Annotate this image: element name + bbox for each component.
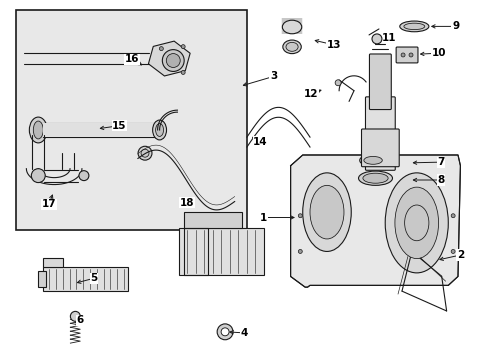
- Text: 3: 3: [269, 71, 277, 81]
- Text: 6: 6: [77, 315, 84, 325]
- Ellipse shape: [400, 53, 404, 57]
- Text: 16: 16: [124, 54, 139, 64]
- Ellipse shape: [408, 53, 412, 57]
- Ellipse shape: [33, 121, 43, 139]
- Bar: [179, 228, 264, 275]
- Ellipse shape: [371, 34, 381, 44]
- Ellipse shape: [403, 23, 424, 30]
- Ellipse shape: [309, 185, 343, 239]
- Ellipse shape: [394, 187, 438, 258]
- Text: 18: 18: [180, 198, 194, 207]
- Ellipse shape: [362, 173, 387, 183]
- FancyBboxPatch shape: [369, 54, 390, 109]
- Text: 13: 13: [326, 40, 341, 50]
- Ellipse shape: [70, 311, 80, 321]
- Ellipse shape: [141, 149, 149, 157]
- Bar: [183, 228, 208, 275]
- Polygon shape: [148, 41, 190, 76]
- Ellipse shape: [282, 40, 301, 54]
- Text: 1: 1: [260, 212, 267, 222]
- Ellipse shape: [79, 171, 89, 181]
- Text: 9: 9: [451, 21, 458, 31]
- Ellipse shape: [221, 328, 228, 336]
- Ellipse shape: [302, 173, 350, 251]
- Text: 17: 17: [41, 199, 56, 209]
- FancyBboxPatch shape: [395, 47, 417, 63]
- Ellipse shape: [359, 154, 386, 167]
- Text: 8: 8: [436, 175, 444, 185]
- Text: 4: 4: [240, 328, 248, 338]
- Ellipse shape: [138, 146, 152, 160]
- Ellipse shape: [31, 169, 45, 183]
- FancyBboxPatch shape: [361, 129, 398, 167]
- Ellipse shape: [285, 42, 298, 51]
- Ellipse shape: [334, 80, 341, 86]
- Ellipse shape: [181, 71, 185, 75]
- Text: 15: 15: [112, 121, 126, 131]
- Ellipse shape: [152, 120, 166, 140]
- Text: 14: 14: [253, 137, 267, 147]
- Ellipse shape: [298, 214, 302, 218]
- Text: 12: 12: [304, 89, 318, 99]
- Ellipse shape: [29, 117, 47, 143]
- FancyBboxPatch shape: [365, 97, 394, 170]
- Bar: [17, 10, 246, 230]
- Ellipse shape: [450, 249, 454, 253]
- Bar: [38, 271, 46, 288]
- Text: 2: 2: [456, 250, 463, 260]
- Ellipse shape: [181, 45, 185, 49]
- Bar: [183, 212, 242, 228]
- Text: 5: 5: [90, 273, 98, 283]
- Polygon shape: [290, 155, 460, 287]
- Ellipse shape: [363, 157, 382, 164]
- Text: 11: 11: [381, 33, 395, 43]
- Ellipse shape: [282, 20, 301, 34]
- Bar: [43, 258, 63, 267]
- Ellipse shape: [450, 214, 454, 218]
- Text: 7: 7: [436, 157, 444, 167]
- Ellipse shape: [166, 54, 180, 67]
- Ellipse shape: [162, 50, 184, 71]
- Bar: [43, 123, 159, 137]
- Text: 10: 10: [430, 48, 445, 58]
- Ellipse shape: [358, 171, 392, 185]
- Ellipse shape: [385, 173, 447, 273]
- Ellipse shape: [159, 47, 163, 51]
- Ellipse shape: [217, 324, 233, 340]
- Bar: [43, 267, 128, 292]
- Ellipse shape: [298, 249, 302, 253]
- Ellipse shape: [399, 21, 428, 32]
- Ellipse shape: [155, 123, 163, 136]
